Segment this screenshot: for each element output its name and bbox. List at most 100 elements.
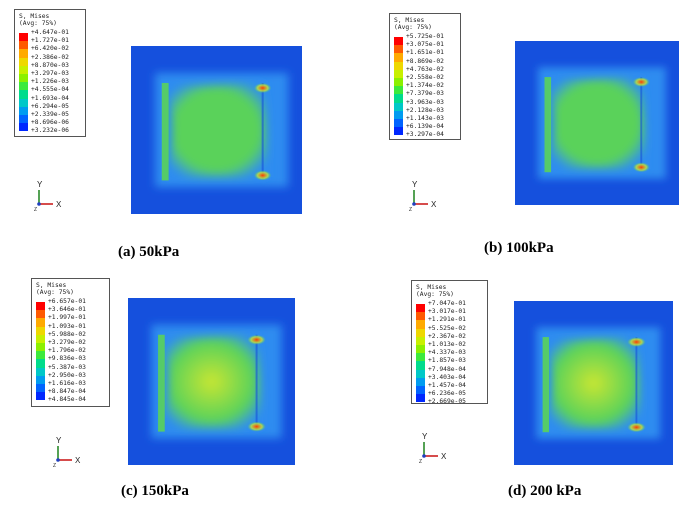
- axis-triad: Y X Z: [29, 176, 69, 216]
- legend-value: +3.297e-03: [31, 69, 69, 77]
- legend-swatch: [394, 69, 403, 79]
- legend-swatch: [36, 383, 45, 393]
- legend-value: +1.093e-01: [48, 322, 86, 330]
- x-axis-label: X: [431, 200, 437, 209]
- legend: S, Mises (Avg: 75%) +6.657e-01 +3.646e-01 +…: [31, 278, 110, 407]
- legend-values: +6.657e-01 +3.646e-01 +1.997e-01 +1.093e-01…: [48, 298, 86, 404]
- legend-swatch: [36, 359, 45, 368]
- legend-value: +2.339e-05: [31, 110, 69, 118]
- legend-values: +4.647e-01 +1.727e-01 +6.420e-02 +2.386e-02…: [31, 29, 69, 135]
- legend-color-scale: [36, 302, 45, 401]
- axis-triad: Y X Z: [414, 428, 454, 468]
- legend-swatch: [19, 49, 28, 58]
- legend-color-scale: [19, 33, 28, 132]
- legend-value: +2.558e-02: [406, 73, 444, 81]
- z-axis-marker: [56, 458, 60, 462]
- stress-region: [165, 82, 268, 178]
- caption: (c) 150kPa: [121, 483, 189, 499]
- legend-swatch: [416, 361, 425, 370]
- legend-value: +7.948e-04: [428, 365, 466, 373]
- legend-swatch: [36, 334, 45, 344]
- legend-value: +1.651e-01: [406, 49, 444, 57]
- y-axis-label: Y: [422, 432, 428, 441]
- legend-value: +2.669e-05: [428, 398, 466, 406]
- legend: S, Mises (Avg: 75%) +7.047e-01 +3.017e-01 +…: [411, 280, 488, 406]
- caption: (a) 50kPa: [118, 244, 180, 260]
- legend-value: +3.017e-01: [428, 308, 466, 316]
- legend-value: +8.870e-03: [31, 61, 69, 69]
- legend-swatch: [36, 351, 45, 360]
- hotspot-bottom: [632, 162, 650, 173]
- legend-swatch: [19, 33, 28, 42]
- legend-value: +5.525e-02: [428, 324, 466, 332]
- y-axis-label: Y: [37, 180, 43, 189]
- legend-swatch: [416, 304, 425, 313]
- legend-title: S, Mises (Avg: 75%): [19, 13, 57, 27]
- legend-swatch: [416, 336, 425, 346]
- legend-swatch: [416, 320, 425, 329]
- legend-swatch: [36, 367, 45, 376]
- legend-swatch: [19, 90, 28, 99]
- legend-value: +9.836e-03: [48, 355, 86, 363]
- hotspot-top: [253, 82, 272, 94]
- hotspot-bottom: [627, 422, 646, 433]
- legend-value: +7.047e-01: [428, 300, 466, 307]
- z-axis-label: Z: [53, 463, 56, 469]
- legend-color-scale: [394, 37, 403, 136]
- x-axis-label: X: [441, 452, 447, 461]
- hotspot-bottom: [247, 421, 266, 432]
- legend-value: +6.420e-02: [31, 45, 69, 53]
- legend-value: +8.847e-04: [48, 388, 86, 396]
- z-axis-marker: [412, 202, 416, 206]
- legend-value: +6.657e-01: [48, 298, 86, 305]
- legend-swatch: [416, 345, 425, 354]
- legend-swatch: [394, 118, 403, 128]
- legend-value: +3.963e-03: [406, 98, 444, 106]
- x-axis-label: X: [56, 200, 62, 209]
- y-axis-label: Y: [56, 436, 62, 445]
- legend-swatch: [19, 82, 28, 91]
- legend-value: +1.857e-03: [428, 357, 466, 365]
- stress-contour-plot: [515, 41, 679, 205]
- legend-value: +1.997e-01: [48, 314, 86, 322]
- z-axis-marker: [37, 202, 41, 206]
- z-axis-label: Z: [419, 459, 422, 465]
- legend-value: +6.294e-05: [31, 102, 69, 110]
- legend-values: +5.725e-01 +3.075e-01 +1.651e-01 +8.869e-02…: [406, 33, 444, 139]
- legend-value: +1.226e-03: [31, 78, 69, 86]
- left-edge-band: [544, 77, 552, 173]
- legend-swatch: [19, 106, 28, 115]
- hotspot-bottom: [253, 170, 272, 181]
- legend: S, Mises (Avg: 75%) +5.725e-01 +3.075e-01 +…: [389, 13, 461, 140]
- legend-value: +2.386e-02: [31, 53, 69, 61]
- legend-value: +1.693e-04: [31, 94, 69, 102]
- stress-contour-plot: [514, 301, 673, 465]
- legend-swatch: [36, 318, 45, 327]
- legend-value: +3.279e-02: [48, 338, 86, 346]
- legend-value: +1.013e-02: [428, 340, 466, 348]
- z-axis-marker: [422, 454, 426, 458]
- legend-color-scale: [416, 304, 425, 403]
- legend-swatch: [36, 326, 45, 335]
- caption: (b) 100kPa: [484, 240, 554, 256]
- legend-swatch: [394, 94, 403, 103]
- stress-contour-plot: [128, 298, 295, 465]
- legend-swatch: [19, 41, 28, 50]
- legend-title: S, Mises (Avg: 75%): [36, 282, 74, 296]
- legend-value: +7.379e-03: [406, 90, 444, 98]
- legend-value: +4.763e-02: [406, 65, 444, 73]
- legend-value: +3.646e-01: [48, 306, 86, 314]
- legend-swatch: [36, 302, 45, 311]
- legend-title: S, Mises (Avg: 75%): [394, 17, 432, 31]
- legend-swatch: [416, 394, 425, 403]
- caption: (d) 200 kPa: [508, 483, 582, 499]
- legend-value: +1.616e-03: [48, 379, 86, 387]
- legend-swatch: [19, 65, 28, 75]
- axis-triad: Y X Z: [48, 432, 88, 472]
- legend-swatch: [36, 392, 45, 401]
- left-edge-band: [161, 82, 169, 181]
- hotspot-top: [627, 337, 646, 347]
- legend-value: +4.647e-01: [31, 29, 69, 36]
- y-axis-label: Y: [412, 180, 418, 189]
- legend-value: +1.457e-04: [428, 381, 466, 389]
